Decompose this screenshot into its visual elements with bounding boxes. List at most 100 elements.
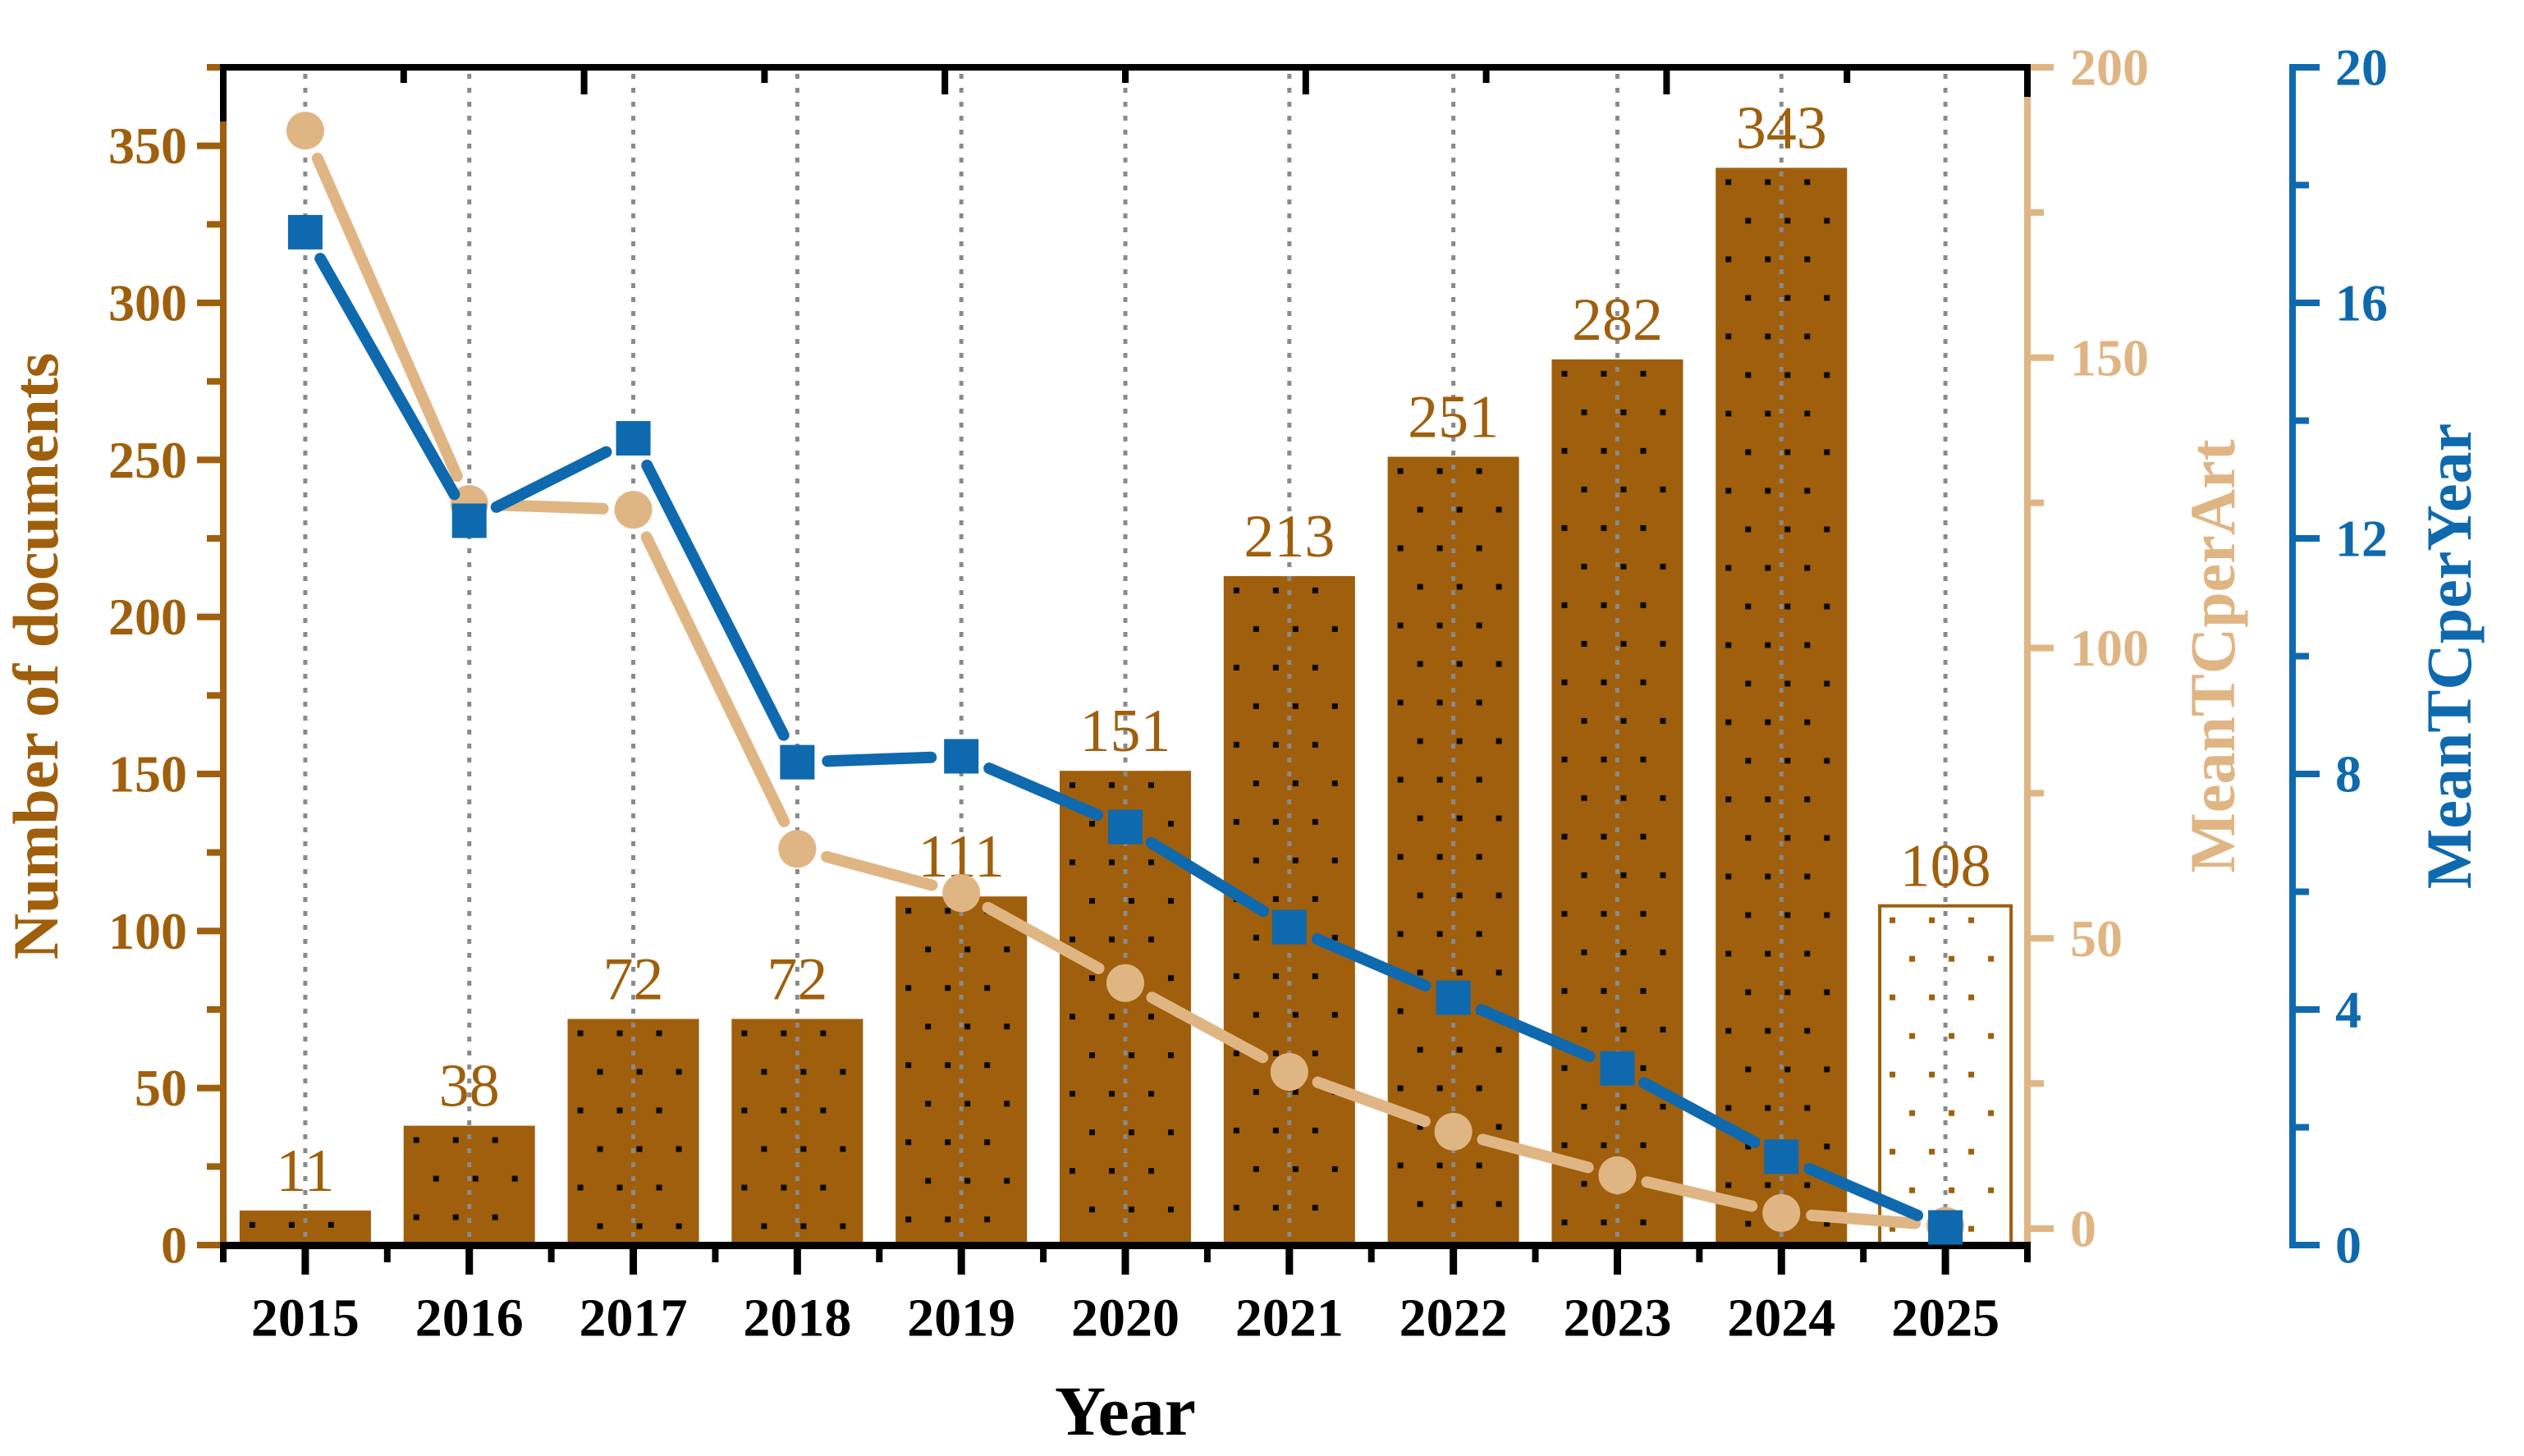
bar-pattern-dot	[761, 1069, 767, 1075]
left-minor-tick	[207, 221, 220, 228]
right-inner-minor-tick	[2031, 1080, 2044, 1087]
bar-pattern-dot	[1640, 447, 1647, 454]
bar-pattern-dot	[1233, 818, 1239, 825]
bar-pattern-dot	[1129, 898, 1134, 904]
bar-pattern-dot	[616, 1030, 623, 1037]
bar-pattern-dot	[492, 1214, 498, 1220]
right-inner-major-tick	[2031, 64, 2054, 71]
meantcperart-marker-2022	[1434, 1112, 1473, 1151]
bar-pattern-dot	[1765, 1105, 1771, 1111]
bar-pattern-dot	[1496, 969, 1502, 976]
bar-pattern-dot	[1436, 622, 1443, 629]
right-outer-major-tick	[2296, 64, 2320, 71]
bar-pattern-dot	[636, 1069, 643, 1075]
bar-pattern-dot	[1745, 989, 1752, 996]
meantcperyear-marker-2019	[944, 739, 979, 774]
bar-pattern-dot	[1561, 524, 1568, 531]
bar-pattern-dot	[1561, 447, 1568, 454]
line-meantcperyear-segment	[490, 446, 612, 513]
bar-pattern-dot	[1804, 1028, 1811, 1034]
bar-pattern-dot	[1804, 796, 1811, 803]
bar-pattern-dot	[1784, 526, 1791, 533]
bar-pattern-dot	[1456, 506, 1463, 513]
bar-pattern-dot	[1640, 756, 1647, 762]
bar-pattern-dot	[1929, 994, 1935, 1000]
top-tick	[941, 71, 949, 94]
bar-pattern-dot	[1725, 1182, 1732, 1188]
x-tick-label: 2017	[579, 1289, 688, 1348]
bar-pattern-dot	[1004, 946, 1010, 953]
bar-pattern-dot	[492, 1137, 498, 1143]
bar-pattern-dot	[1089, 1129, 1095, 1136]
bar-pattern-dot	[1745, 295, 1752, 301]
bar-pattern-dot	[1436, 545, 1443, 552]
bar-label-2016: 38	[439, 1053, 500, 1120]
bar-pattern-dot	[984, 985, 991, 991]
bar-pattern-dot	[413, 1214, 419, 1220]
bar-pattern-dot	[1824, 912, 1830, 918]
bar-pattern-dot	[1148, 936, 1154, 943]
bar-pattern-dot	[1561, 987, 1568, 994]
bar-pattern-dot	[945, 908, 951, 914]
x-minor-tick	[1203, 1249, 1211, 1262]
bar-pattern-dot	[925, 1101, 932, 1107]
bar-pattern-dot	[577, 1030, 584, 1037]
bar-pattern-dot	[1070, 859, 1075, 866]
bar-pattern-dot	[1148, 1168, 1154, 1174]
bar-pattern-dot	[1890, 1225, 1896, 1232]
top-right-corner	[2024, 64, 2031, 97]
bar-pattern-dot	[1253, 1011, 1259, 1018]
x-major-tick	[630, 1249, 638, 1275]
bar-pattern-dot	[1089, 1206, 1095, 1213]
bar-pattern-dot	[452, 1137, 459, 1143]
ticks	[197, 64, 2320, 1275]
bar-pattern-dot	[1561, 602, 1568, 608]
bar-pattern-dot	[1089, 821, 1095, 827]
bar-2015	[239, 1210, 371, 1245]
bar-pattern-dot	[1292, 857, 1299, 863]
bar-pattern-dot	[945, 1139, 951, 1146]
bar-pattern-dot	[1725, 642, 1732, 648]
bar-pattern-dot	[1804, 256, 1811, 263]
right-inner-minor-tick	[2031, 208, 2044, 216]
bar-pattern-dot	[800, 1146, 807, 1152]
bar-pattern-dot	[1436, 854, 1443, 860]
bar-pattern-dot	[1725, 333, 1732, 340]
bar-pattern-dot	[1725, 488, 1732, 494]
right-outer-tick-label: 4	[2335, 981, 2361, 1039]
bar-pattern-dot	[1417, 815, 1423, 822]
line-meantcperyear-segment	[641, 460, 790, 741]
bar-pattern-dot	[905, 908, 912, 914]
bar-pattern-dot	[1601, 1219, 1607, 1225]
bar-pattern-dot	[1397, 1162, 1404, 1169]
bar-pattern-dot	[1417, 1201, 1423, 1207]
bar-label-2022: 251	[1408, 384, 1499, 451]
bar-pattern-dot	[1949, 1110, 1955, 1116]
top-tick	[1302, 71, 1309, 94]
bar-pattern-dot	[1581, 1026, 1587, 1032]
bar-pattern-dot	[1968, 1225, 1975, 1232]
right-outer-tick-label: 0	[2335, 1216, 2361, 1275]
meantcperyear-marker-2017	[616, 421, 651, 456]
bar-pattern-dot	[1417, 1124, 1423, 1130]
bar-pattern-dot	[1456, 584, 1463, 590]
line-meantcperart-segment	[821, 850, 938, 891]
bar-pattern-dot	[945, 985, 951, 991]
bar-pattern-dot	[1949, 1032, 1955, 1039]
bar-2016	[403, 1125, 535, 1245]
bar-pattern-dot	[1745, 449, 1752, 456]
bar-pattern-dot	[1417, 584, 1423, 590]
right-outer-tick-label: 16	[2335, 274, 2388, 332]
bar-pattern-dot	[741, 1107, 748, 1114]
meantcperart-marker-2019	[942, 874, 981, 913]
bar-pattern-dot	[1253, 1165, 1259, 1172]
bar-pattern-dot	[964, 1023, 971, 1030]
bar-pattern-dot	[1253, 625, 1259, 632]
bar-pattern-dot	[1148, 782, 1154, 789]
bar-pattern-dot	[984, 1139, 991, 1146]
bar-pattern-dot	[1476, 931, 1482, 937]
bar-pattern-dot	[1784, 449, 1791, 456]
left-tick-label: 350	[108, 117, 187, 175]
left-tick-label: 300	[108, 274, 187, 332]
left-tick-label: 250	[108, 431, 187, 489]
